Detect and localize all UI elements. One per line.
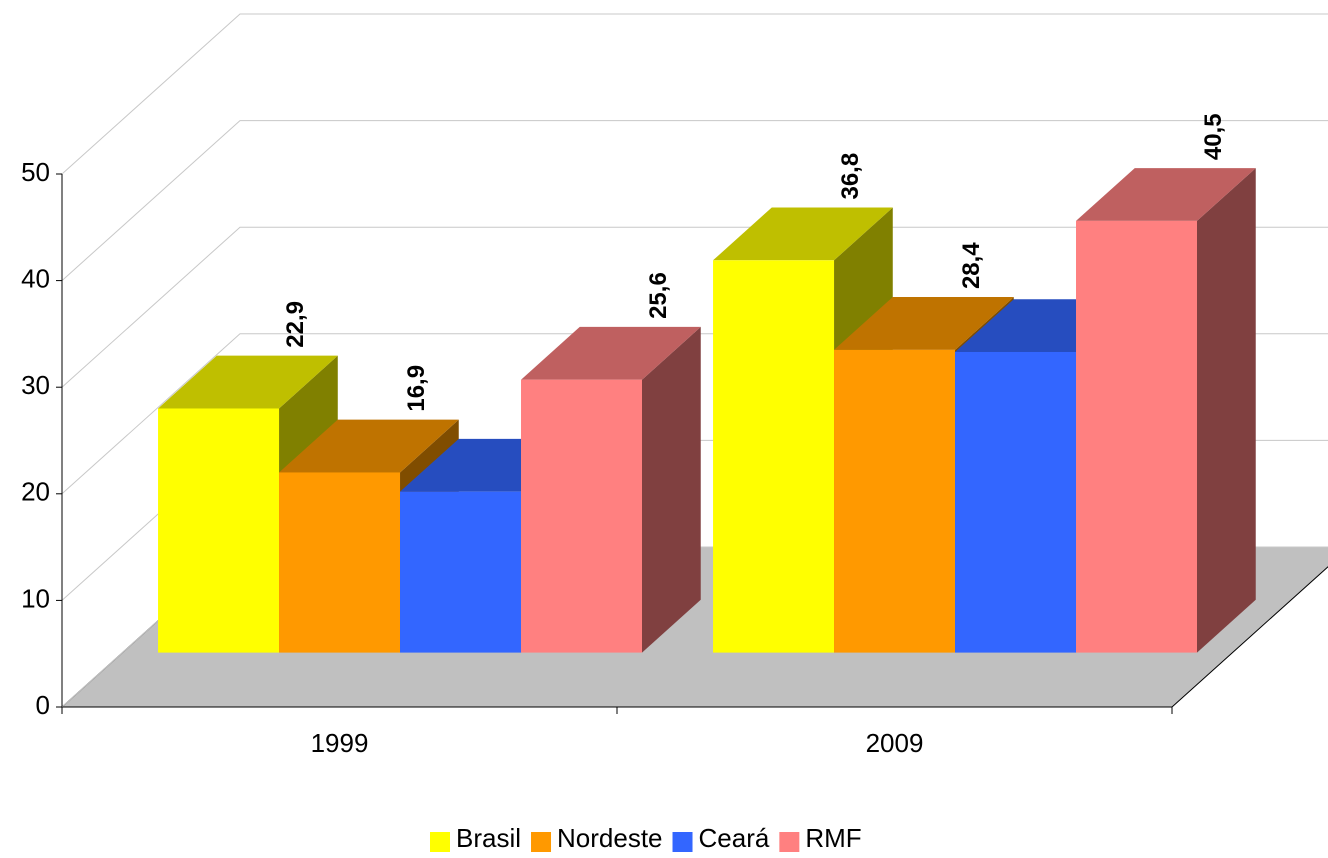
- x-tick-label: 1999: [311, 728, 369, 758]
- bar-top: [1076, 168, 1256, 221]
- bar: [955, 351, 1077, 653]
- bar-top: [279, 419, 459, 473]
- legend-label: RMF: [805, 823, 861, 853]
- data-label: 36,8: [837, 153, 864, 200]
- y-tick-label: 40: [21, 263, 50, 293]
- x-tick-label: 2009: [866, 728, 924, 758]
- bar-top: [834, 297, 1014, 350]
- data-label: 28,4: [958, 242, 985, 289]
- bar: [521, 379, 642, 653]
- legend-label: Brasil: [456, 823, 521, 853]
- bar: [158, 408, 280, 653]
- y-tick-label: 0: [36, 690, 50, 720]
- bar: [834, 349, 956, 653]
- legend-swatch: [779, 832, 800, 852]
- bar-top: [158, 355, 338, 409]
- legend-swatch: [430, 832, 450, 852]
- legend-label: Ceará: [699, 823, 770, 853]
- legend-label: Nordeste: [557, 823, 663, 853]
- bar: [713, 260, 835, 653]
- legend-swatch: [531, 832, 552, 852]
- bar-top: [713, 207, 893, 261]
- grid-line: [61, 120, 1328, 281]
- data-label: 40,5: [1200, 113, 1227, 160]
- y-tick-label: 20: [21, 477, 50, 507]
- grid-line: [61, 13, 1328, 175]
- y-tick-label: 30: [21, 370, 50, 400]
- bar-top: [521, 326, 701, 380]
- bar: [279, 472, 401, 653]
- data-label: 16,9: [403, 365, 430, 412]
- grid-line: [61, 226, 1328, 388]
- data-label: 22,9: [282, 301, 309, 348]
- y-tick-label: 50: [21, 157, 50, 187]
- bar: [400, 491, 522, 653]
- y-tick-label: 10: [21, 583, 50, 613]
- bar-side: [642, 326, 701, 653]
- data-label: 25,6: [645, 272, 672, 319]
- bar-side: [1197, 168, 1256, 653]
- bar: [1076, 220, 1197, 653]
- legend-swatch: [672, 832, 693, 852]
